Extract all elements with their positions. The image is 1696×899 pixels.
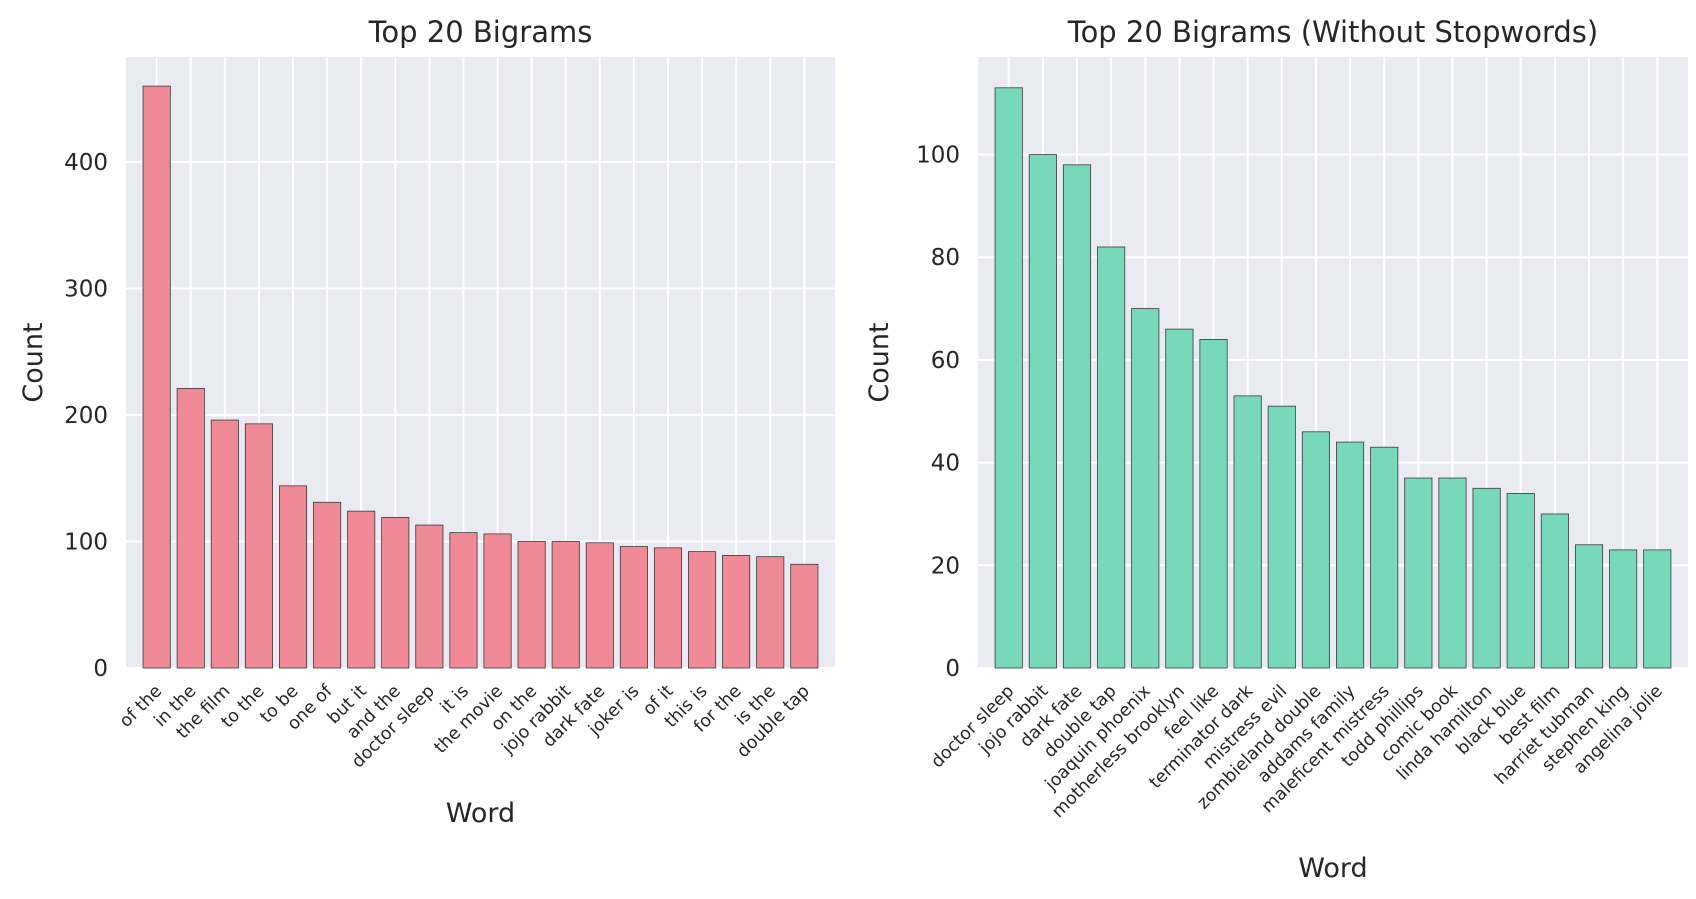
left-bar: [415, 524, 444, 669]
right-bar: [1131, 308, 1160, 669]
left-bar: [278, 485, 308, 669]
right-bar: [1199, 338, 1228, 669]
left-y-tick-label: 100: [64, 529, 108, 555]
left-bar: [142, 85, 171, 669]
right-bar: [1404, 477, 1433, 669]
right-bar: [1506, 493, 1535, 669]
right-y-tick-label: 80: [931, 245, 960, 271]
left-bar: [210, 419, 239, 669]
right-y-axis-label: Count: [864, 322, 895, 402]
right-bar: [1062, 164, 1092, 669]
right-x-axis-label: Word: [1298, 853, 1367, 884]
right-y-tick-label: 0: [945, 656, 960, 682]
left-y-tick-label: 200: [64, 403, 108, 429]
left-y-tick-label: 300: [64, 276, 108, 302]
right-bar: [1028, 154, 1057, 669]
right-bar: [1574, 544, 1604, 669]
right-bar: [1609, 549, 1638, 669]
left-bar: [483, 533, 512, 669]
left-bar: [449, 532, 478, 669]
left-y-axis-label: Count: [18, 322, 49, 402]
left-bar: [176, 388, 205, 669]
left-x-axis-label: Word: [446, 798, 515, 829]
left-bar: [756, 556, 785, 669]
right-bar: [1165, 328, 1194, 669]
left-y-tick-label: 400: [64, 150, 108, 176]
left-bar: [381, 517, 410, 669]
right-bar: [1097, 246, 1126, 669]
left-bar: [688, 551, 717, 669]
left-chart-title: Top 20 Bigrams: [368, 15, 593, 49]
right-bar: [1472, 487, 1501, 669]
right-bar: [1267, 405, 1296, 669]
left-bar: [585, 542, 614, 669]
left-plot-area: [126, 57, 835, 668]
left-bar: [653, 547, 683, 669]
right-bar: [1438, 477, 1467, 669]
right-bar: [1233, 395, 1262, 669]
left-bar: [619, 546, 648, 669]
right-bar: [1301, 431, 1330, 669]
right-y-tick-label: 100: [916, 143, 960, 169]
left-bar: [347, 510, 376, 669]
right-bar: [994, 87, 1023, 669]
right-chart-title: Top 20 Bigrams (Without Stopwords): [1067, 15, 1598, 49]
right-y-tick-label: 40: [931, 451, 960, 477]
right-bar: [1336, 441, 1365, 669]
left-y-tick-label: 0: [93, 656, 108, 682]
left-bar: [551, 541, 580, 669]
left-bar: [517, 541, 546, 669]
left-bar: [790, 563, 819, 669]
left-bar: [244, 423, 273, 669]
right-bar: [1643, 549, 1672, 669]
left-bar: [722, 555, 751, 669]
right-bar: [1370, 446, 1399, 669]
right-bar: [1540, 513, 1569, 669]
right-y-tick-label: 60: [931, 348, 960, 374]
right-y-tick-label: 20: [931, 553, 960, 579]
left-bar: [313, 501, 342, 669]
